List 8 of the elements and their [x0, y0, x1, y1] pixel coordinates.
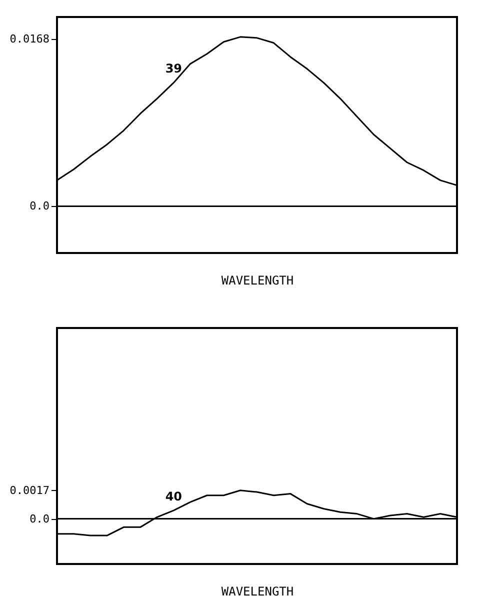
y-tick-label: 0.0 — [30, 512, 50, 526]
x-axis-title: WAVELENGTH — [221, 274, 294, 288]
series-label: 39 — [165, 62, 182, 76]
y-tick-label: 0.0168 — [10, 32, 50, 46]
series-label: 40 — [165, 489, 182, 504]
y-tick-label: 0.0 — [30, 200, 50, 213]
y-tick-label: 0.0017 — [10, 484, 50, 497]
x-axis-title: WAVELENGTH — [221, 584, 294, 598]
